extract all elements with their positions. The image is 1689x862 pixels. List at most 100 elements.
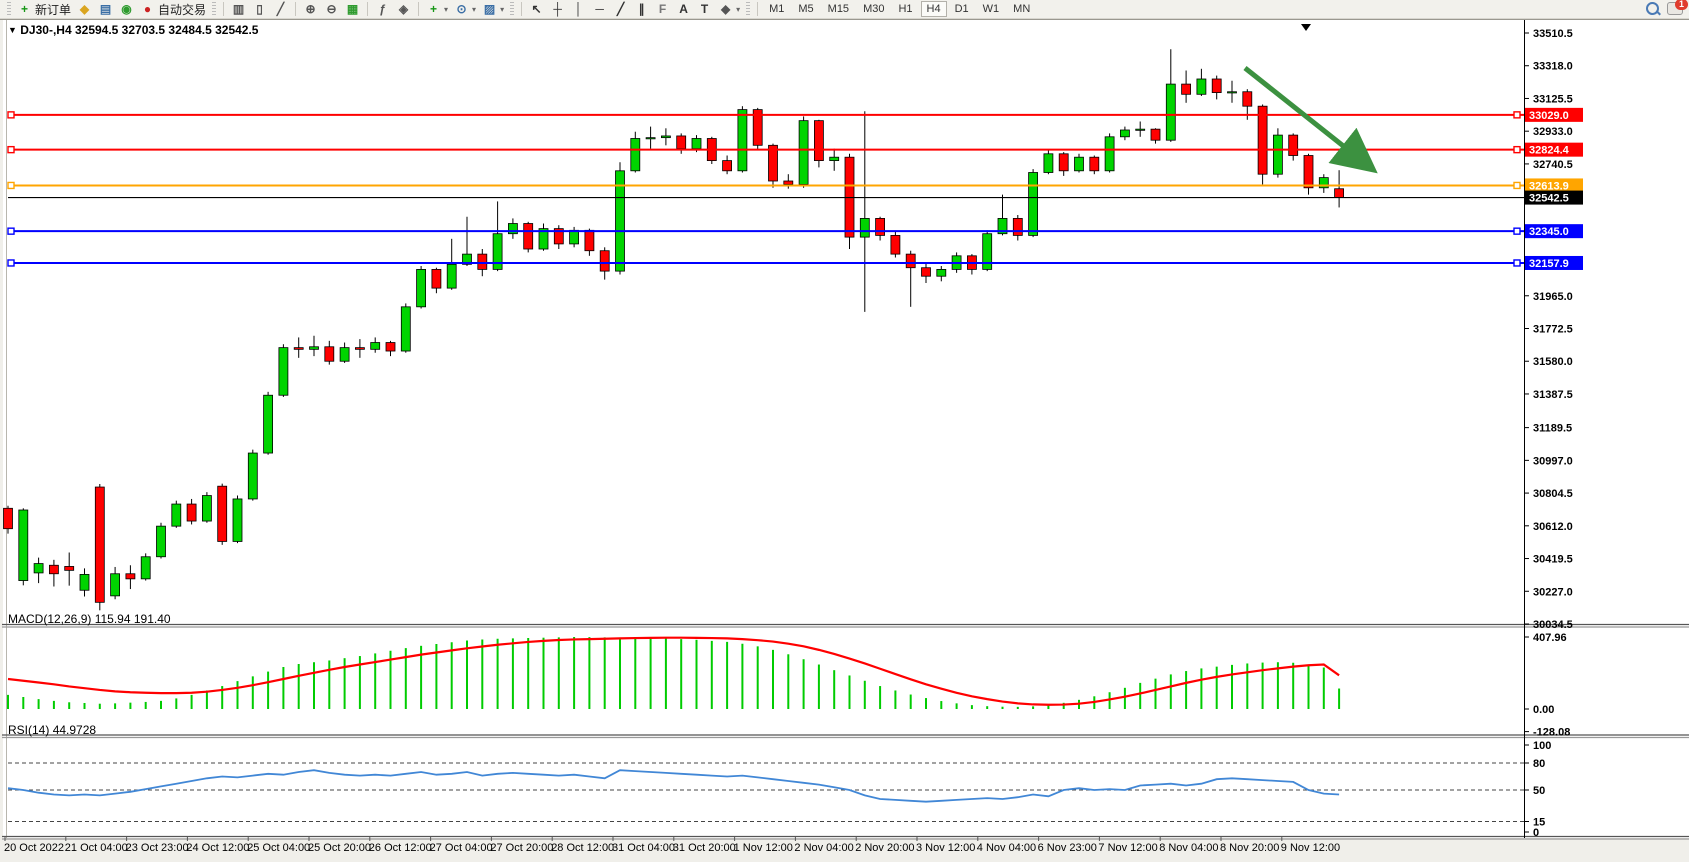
time-axis-label: 24 Oct 12:00 <box>186 842 249 854</box>
chevron-down-icon[interactable]: ▾ <box>472 4 477 14</box>
line-handle[interactable] <box>1513 259 1521 267</box>
candle <box>1089 156 1100 172</box>
search-icon[interactable] <box>1646 2 1659 15</box>
line-handle[interactable] <box>1513 181 1521 190</box>
candle <box>737 109 748 172</box>
candle <box>798 120 809 185</box>
candle <box>33 563 44 574</box>
line-handle[interactable] <box>7 227 15 235</box>
line-handle[interactable] <box>1513 227 1521 235</box>
candle <box>569 229 579 245</box>
macd-indicator-label: MACD(12,26,9) 115.94 191.40 <box>8 612 171 626</box>
periods-button[interactable]: ⊙ ▾ <box>451 1 479 18</box>
template-button[interactable]: ▨ ▾ <box>479 1 507 18</box>
line-handle[interactable] <box>7 111 15 119</box>
indicators-button[interactable]: ƒ <box>372 1 393 18</box>
candle <box>492 233 503 270</box>
shapes-button[interactable]: ◆ ▾ <box>715 1 743 18</box>
line-chart-button[interactable]: ╱ <box>270 1 291 18</box>
timeframe-M15[interactable]: M15 <box>827 3 850 15</box>
macd-axis-tick-label: 407.96 <box>1533 632 1567 644</box>
trend-arrow-annotation[interactable] <box>1243 66 1378 174</box>
crosshair-button[interactable]: ┼ <box>547 1 568 18</box>
timeframe-H4[interactable]: H4 <box>920 1 947 17</box>
candle <box>140 556 151 580</box>
candle <box>431 269 442 289</box>
candle <box>125 573 136 580</box>
price-axis-tick-label: 30804.5 <box>1533 488 1573 500</box>
chart-canvas[interactable]: 33510.5 33318.0 33125.5 32933.0 32740.5 31965… <box>0 20 1689 862</box>
timeframe-M1[interactable]: M1 <box>769 3 785 15</box>
candle <box>905 253 916 269</box>
candle <box>1273 134 1283 175</box>
autotrade-icon: ● <box>143 2 152 16</box>
candle <box>1028 172 1038 236</box>
metaeditor-button[interactable]: ◆ <box>74 1 95 18</box>
bar-chart-button[interactable]: ▥ <box>228 1 249 18</box>
add-indicator-icon: + <box>430 2 438 16</box>
line-handle[interactable] <box>7 259 15 267</box>
candle <box>859 218 870 238</box>
price-axis-tick-label: 30034.5 <box>1533 619 1573 631</box>
timeframe-M5[interactable]: M5 <box>798 3 814 15</box>
timeframe-MN[interactable]: MN <box>1013 3 1031 15</box>
chart-collapse-icon[interactable]: ▼ <box>8 25 17 35</box>
new-order-button[interactable]: + 新订单 <box>14 1 74 18</box>
autotrade-button[interactable]: ● 自动交易 <box>137 1 209 18</box>
shapes-icon: ◆ <box>720 2 731 16</box>
notification-icon[interactable]: 1 <box>1667 0 1688 15</box>
line-handle[interactable] <box>7 181 15 190</box>
candlestick-chart-button[interactable]: ▯ <box>249 1 270 18</box>
zoom-out-button[interactable]: ⊖ <box>321 1 342 18</box>
text-button[interactable]: A <box>673 1 694 18</box>
timeframe-D1[interactable]: D1 <box>954 3 969 15</box>
market-watch-button[interactable]: ◉ <box>116 1 137 18</box>
line-handle[interactable] <box>1513 111 1521 119</box>
chart-ohlc-values: 32594.5 32703.5 32484.5 32542.5 <box>74 23 259 37</box>
chevron-down-icon[interactable]: ▾ <box>444 4 449 14</box>
label-button[interactable]: T <box>694 1 715 18</box>
candle <box>217 485 228 542</box>
candle <box>64 566 75 571</box>
time-axis-label: 9 Nov 12:00 <box>1281 842 1340 854</box>
terminal-button[interactable]: ▤ <box>95 1 116 18</box>
toolbar-grip <box>510 2 515 16</box>
tile-windows-button[interactable]: ▦ <box>342 1 363 18</box>
price-axis-tick-label: 31772.5 <box>1533 324 1573 336</box>
cursor-button[interactable]: ↖ <box>526 1 547 18</box>
chevron-down-icon[interactable]: ▾ <box>500 4 505 14</box>
label-icon: T <box>700 2 709 16</box>
price-axis-tick-label: 33510.5 <box>1533 28 1573 40</box>
price-axis-tick-label: 32740.5 <box>1533 159 1573 171</box>
candle <box>186 503 197 522</box>
candle <box>446 263 457 289</box>
candle <box>921 267 931 277</box>
candle <box>247 452 258 500</box>
candle <box>722 160 732 172</box>
candle <box>477 253 488 270</box>
candle <box>94 486 105 603</box>
timeframe-H1[interactable]: H1 <box>898 3 913 15</box>
channel-button[interactable]: ∥ <box>631 1 652 18</box>
timeframe-W1[interactable]: W1 <box>982 3 1000 15</box>
fibonacci-button[interactable]: F <box>652 1 673 18</box>
toolbar-grip <box>212 2 217 16</box>
candle <box>1012 218 1023 236</box>
chart-shift-marker[interactable] <box>1301 24 1311 31</box>
price-axis-tick-label: 30419.5 <box>1533 554 1573 566</box>
price-axis-tick-label: 31387.5 <box>1533 389 1573 401</box>
toolbar-separator <box>223 2 225 16</box>
trendline-button[interactable]: ╱ <box>610 1 631 18</box>
zoom-in-button[interactable]: ⊕ <box>300 1 321 18</box>
chevron-down-icon[interactable]: ▾ <box>736 4 741 14</box>
horizontal-line-button[interactable]: ─ <box>589 1 610 18</box>
price-label-box <box>1525 178 1583 193</box>
line-handle[interactable] <box>1513 145 1521 154</box>
vertical-line-button[interactable]: │ <box>568 1 589 18</box>
candle <box>462 253 472 265</box>
objects-button[interactable]: ◈ <box>393 1 414 18</box>
line-handle[interactable] <box>7 145 15 154</box>
horizontal-line-icon: ─ <box>595 2 604 16</box>
add-indicator-button[interactable]: + ▾ <box>423 1 451 18</box>
timeframe-M30[interactable]: M30 <box>863 3 885 15</box>
